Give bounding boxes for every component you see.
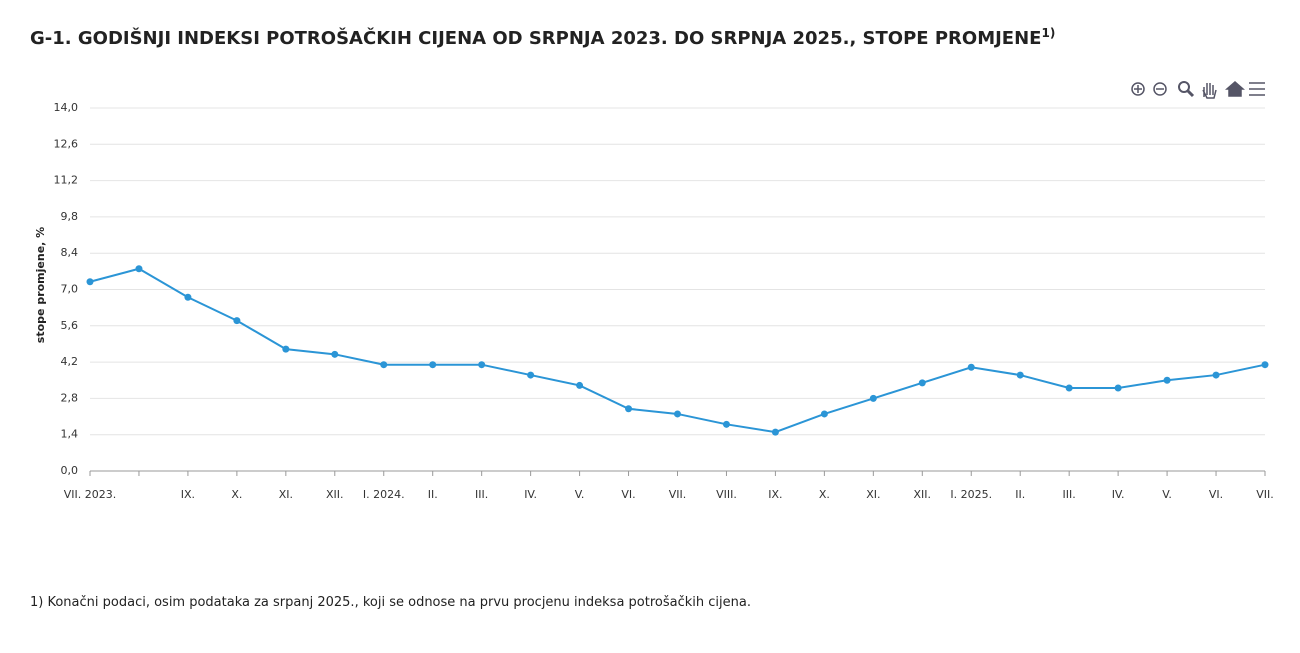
pan-button[interactable]	[1202, 83, 1217, 99]
y-tick-label: 2,8	[61, 391, 79, 404]
x-tick-label: III.	[475, 488, 488, 501]
data-point	[1114, 384, 1122, 392]
data-point	[1261, 361, 1269, 369]
x-tick-label: IX.	[768, 488, 782, 501]
data-point	[184, 293, 192, 301]
data-point	[233, 317, 241, 325]
y-tick-label: 8,4	[61, 246, 79, 259]
x-tick-label: I. 2024.	[363, 488, 405, 501]
zoom-select-button[interactable]	[1178, 81, 1195, 98]
y-tick-label: 11,2	[54, 174, 79, 187]
x-tick-label: VIII.	[716, 488, 737, 501]
x-tick-label: X.	[231, 488, 242, 501]
title-note: 1)	[1041, 26, 1055, 40]
y-tick-label: 5,6	[61, 319, 79, 332]
x-tick-label: VII.	[669, 488, 687, 501]
chart-title: G-1. GODIŠNJI INDEKSI POTROŠAČKIH CIJENA…	[30, 26, 1055, 49]
data-point	[135, 265, 143, 273]
data-point	[380, 361, 388, 369]
data-point	[625, 405, 633, 413]
data-point	[576, 381, 584, 389]
x-tick-label: VI.	[1209, 488, 1223, 501]
data-point	[429, 361, 437, 369]
x-tick-label: I. 2025.	[950, 488, 992, 501]
x-tick-label: V.	[575, 488, 585, 501]
x-tick-label: XII.	[914, 488, 932, 501]
title-text: G-1. GODIŠNJI INDEKSI POTROŠAČKIH CIJENA…	[30, 27, 1041, 49]
toolbar	[1131, 81, 1265, 99]
data-point	[967, 363, 975, 371]
y-tick-label: 7,0	[61, 283, 79, 296]
data-point	[820, 410, 828, 418]
y-tick-label: 0,0	[61, 464, 79, 477]
data-point	[918, 379, 926, 387]
x-tick-label: IX.	[181, 488, 195, 501]
x-tick-label: IV.	[524, 488, 537, 501]
y-axis-label: stope promjene, %	[34, 227, 47, 343]
data-point	[722, 420, 730, 428]
menu-button[interactable]	[1249, 82, 1265, 96]
data-line	[89, 267, 1266, 434]
y-tick-label: 4,2	[61, 355, 79, 368]
data-point	[771, 428, 779, 436]
x-tick-label: XI.	[279, 488, 293, 501]
data-point	[282, 345, 290, 353]
x-tick-label: VI.	[621, 488, 635, 501]
y-tick-label: 9,8	[61, 210, 79, 223]
y-tick-label: 12,6	[54, 137, 79, 150]
footnote: 1) Konačni podaci, osim podataka za srpa…	[30, 595, 751, 610]
data-point	[478, 361, 486, 369]
y-tick-label: 14,0	[54, 101, 79, 114]
data-point	[1212, 371, 1220, 379]
x-tick-label: IV.	[1112, 488, 1125, 501]
reset-button[interactable]	[1225, 81, 1245, 97]
x-tick-label: XI.	[866, 488, 880, 501]
y-tick-label: 1,4	[61, 428, 79, 441]
x-tick-label: VII.	[1256, 488, 1274, 501]
data-point	[86, 278, 94, 286]
data-point	[674, 410, 681, 418]
data-point	[1163, 376, 1171, 384]
x-tick-label: II.	[428, 488, 438, 501]
data-point	[331, 350, 339, 358]
data-point	[869, 394, 877, 402]
x-tick-label: XII.	[326, 488, 344, 501]
x-tick-label: VII. 2023.	[64, 488, 117, 501]
data-point	[527, 371, 535, 379]
data-point	[1016, 371, 1024, 379]
data-point	[1065, 384, 1073, 392]
x-tick-label: III.	[1063, 488, 1076, 501]
zoom-in-button[interactable]	[1131, 82, 1145, 96]
x-tick-label: X.	[819, 488, 830, 501]
x-tick-label: II.	[1015, 488, 1025, 501]
zoom-out-button[interactable]	[1153, 82, 1167, 96]
x-tick-label: V.	[1162, 488, 1172, 501]
